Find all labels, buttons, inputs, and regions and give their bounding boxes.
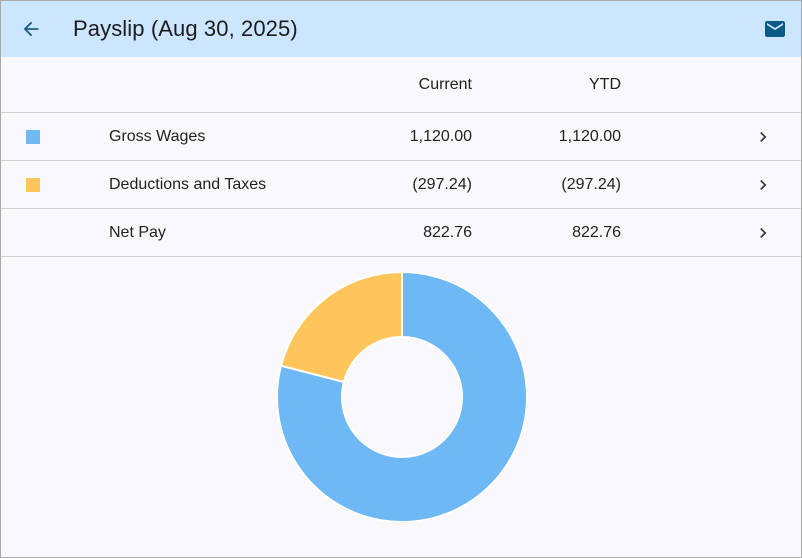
back-button[interactable] — [13, 11, 49, 47]
chevron-right-icon[interactable] — [753, 223, 773, 243]
column-header-ytd: YTD — [589, 75, 621, 93]
email-payslip-button[interactable] — [759, 13, 791, 45]
column-header-current: Current — [418, 75, 472, 93]
arrow-back-icon — [23, 21, 39, 37]
row-net-pay[interactable]: Net Pay 822.76 822.76 — [1, 209, 801, 257]
deductions-color-swatch — [26, 178, 40, 192]
ytd-value: 822.76 — [572, 223, 621, 241]
current-value: (297.24) — [412, 175, 472, 193]
donut-slice-gross-wages — [277, 272, 527, 522]
ytd-value: 1,120.00 — [558, 127, 621, 145]
page-title: Payslip (Aug 30, 2025) — [73, 16, 298, 41]
chevron-right-icon[interactable] — [753, 127, 773, 147]
current-value: 822.76 — [423, 223, 472, 241]
row-label: Deductions and Taxes — [109, 175, 267, 193]
table-header-row: Current YTD — [1, 57, 801, 113]
mail-icon — [765, 21, 785, 37]
row-deductions-and-taxes[interactable]: Deductions and Taxes (297.24) (297.24) — [1, 161, 801, 209]
payslip-donut-chart — [277, 272, 527, 522]
donut-slice-deductions-and-taxes — [279, 272, 403, 384]
row-label: Net Pay — [109, 223, 166, 241]
row-gross-wages[interactable]: Gross Wages 1,120.00 1,120.00 — [1, 113, 801, 161]
chevron-right-icon[interactable] — [753, 175, 773, 195]
app-bar: Payslip (Aug 30, 2025) — [1, 1, 801, 57]
gross-wages-color-swatch — [26, 130, 40, 144]
current-value: 1,120.00 — [409, 127, 472, 145]
row-label: Gross Wages — [109, 127, 206, 145]
payslip-summary-table: Current YTD Gross Wages 1,120.00 1,120.0… — [1, 57, 801, 257]
ytd-value: (297.24) — [561, 175, 621, 193]
